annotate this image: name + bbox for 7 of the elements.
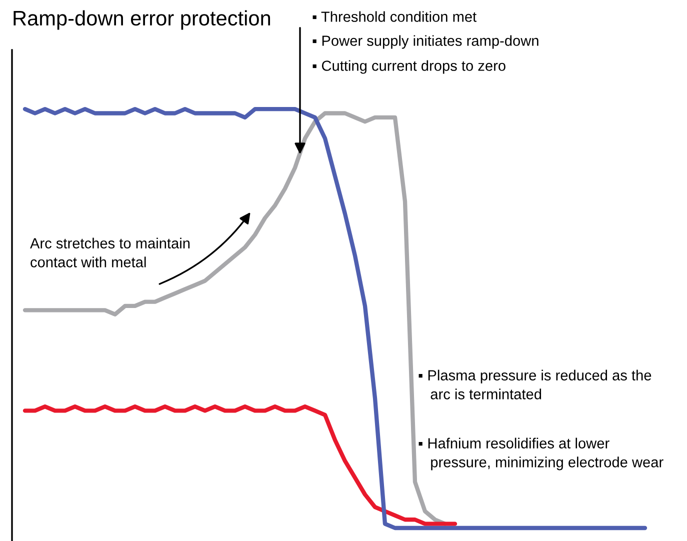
text: ▪ Power supply initiates ramp-down [312,35,538,49]
chart-title: Ramp-down error protection [14,10,270,30]
annotation: Arc stretches to maintain contact with metal [30,238,190,268]
text: ▪ Cutting current drops to zero [312,60,506,74]
annotation: ▪ Hafnium resolidifies at lower pressure, minimizing electrode wear [418,438,664,470]
annotation: ▪ Plasma pressure is reduced as the arc is termintated [418,370,652,400]
text: ▪ Threshold condition met [312,11,476,22]
